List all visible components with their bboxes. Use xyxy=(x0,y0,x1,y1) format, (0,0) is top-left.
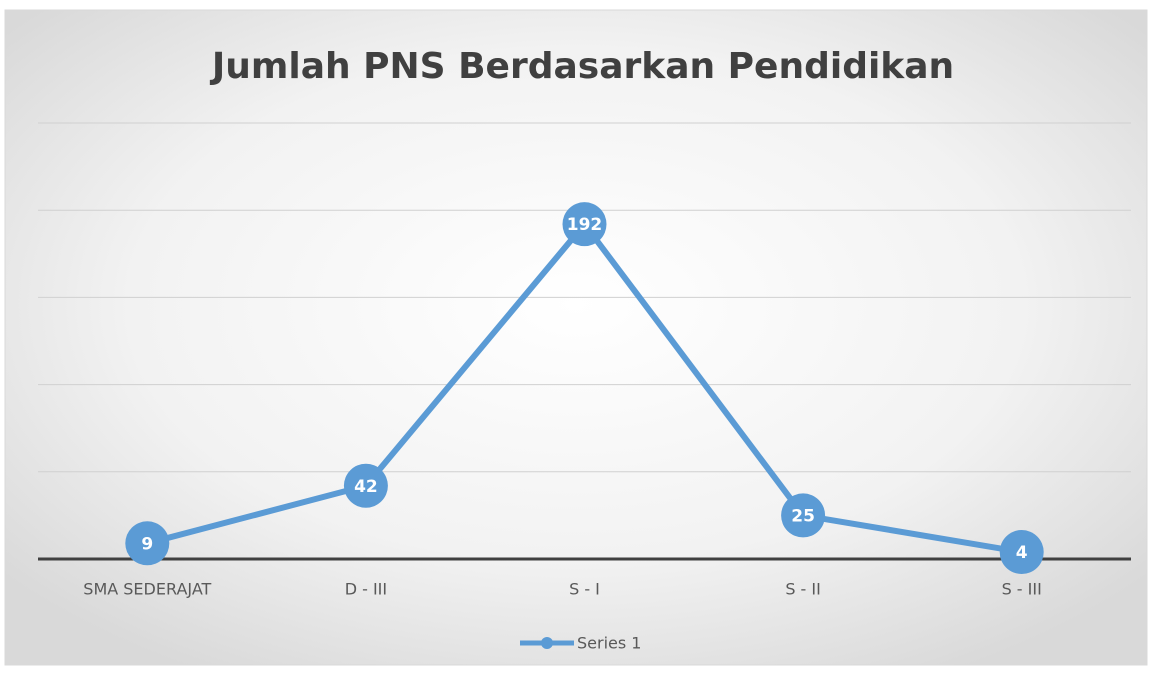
x-tick-label: S - III xyxy=(1002,580,1042,599)
data-label: 42 xyxy=(354,477,378,497)
x-tick-label: SMA SEDERAJAT xyxy=(83,580,211,599)
point-marker xyxy=(781,493,826,538)
data-label: 192 xyxy=(567,215,603,235)
data-label: 9 xyxy=(141,534,153,554)
x-tick-label: S - I xyxy=(569,580,600,599)
legend-marker xyxy=(541,637,553,649)
chart-area xyxy=(4,9,1148,666)
data-label: 25 xyxy=(791,506,815,526)
x-tick-label: D - III xyxy=(345,580,387,599)
point-marker xyxy=(343,463,388,508)
chart-title: Jumlah PNS Berdasarkan Pendidikan xyxy=(209,46,954,87)
point-marker xyxy=(999,530,1044,575)
point-marker xyxy=(562,202,607,247)
point-marker xyxy=(125,521,170,566)
legend-label: Series 1 xyxy=(577,634,641,653)
data-label: 4 xyxy=(1016,543,1028,563)
x-tick-label: S - II xyxy=(785,580,821,599)
